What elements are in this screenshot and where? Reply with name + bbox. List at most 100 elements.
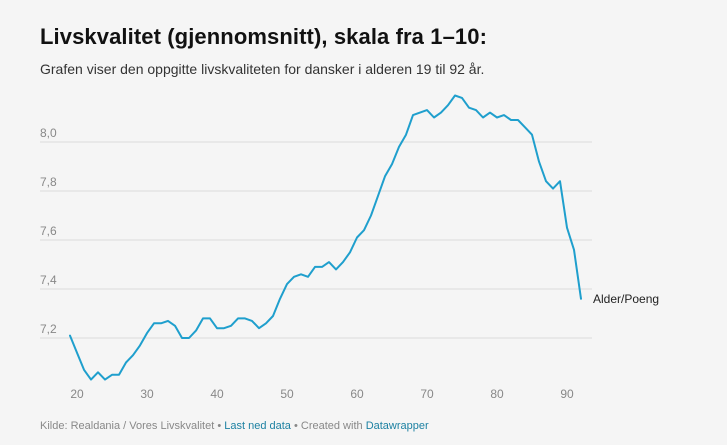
- series-group: Alder/Poeng: [68, 94, 659, 382]
- data-point: [579, 297, 583, 301]
- data-point: [355, 236, 359, 240]
- data-point: [145, 331, 149, 335]
- data-point: [369, 214, 373, 218]
- created-with-text: • Created with: [290, 420, 366, 432]
- data-point: [278, 297, 282, 301]
- x-tick-label: 90: [560, 387, 574, 401]
- data-point: [551, 187, 555, 191]
- data-point: [96, 370, 100, 374]
- datawrapper-link[interactable]: Datawrapper: [365, 420, 429, 432]
- data-point: [404, 133, 408, 137]
- data-point: [481, 116, 485, 120]
- data-point: [138, 343, 142, 347]
- gridlines: [40, 141, 592, 339]
- y-axis-ticks: 7,2 7,4 7,6 7,8 8,0: [40, 126, 57, 336]
- data-point: [516, 118, 520, 122]
- footer-separator: •: [214, 420, 225, 432]
- data-point: [411, 113, 415, 117]
- data-point: [159, 321, 163, 325]
- data-point: [327, 260, 331, 264]
- x-tick-label: 60: [350, 387, 364, 401]
- x-tick-label: 50: [280, 387, 294, 401]
- data-point: [474, 108, 478, 112]
- x-tick-label: 30: [140, 387, 154, 401]
- data-point: [110, 373, 114, 377]
- data-point: [299, 272, 303, 276]
- data-point: [495, 116, 499, 120]
- data-point: [103, 378, 107, 382]
- download-data-link[interactable]: Last ned data: [224, 420, 291, 432]
- data-point: [341, 260, 345, 264]
- data-point: [194, 329, 198, 333]
- data-point: [313, 265, 317, 269]
- data-point: [166, 319, 170, 323]
- data-point: [180, 336, 184, 340]
- data-point: [215, 326, 219, 330]
- series-label: Alder/Poeng: [593, 292, 659, 306]
- data-point: [439, 111, 443, 115]
- data-point: [306, 275, 310, 279]
- data-point: [397, 145, 401, 149]
- data-point: [537, 160, 541, 164]
- data-point: [362, 228, 366, 232]
- chart-title: Livskvalitet (gjennomsnitt), skala fra 1…: [40, 24, 487, 49]
- data-point: [173, 324, 177, 328]
- data-point: [334, 267, 338, 271]
- data-point: [124, 361, 128, 365]
- data-point: [348, 250, 352, 254]
- data-point: [558, 179, 562, 183]
- data-point: [572, 248, 576, 252]
- data-point: [432, 116, 436, 120]
- chart-footer: Kilde: Realdania / Vores Livskvalitet • …: [40, 420, 429, 432]
- data-point: [208, 316, 212, 320]
- y-tick-label: 7,6: [40, 224, 57, 238]
- data-point: [222, 326, 226, 330]
- source-text: Kilde: Realdania / Vores Livskvalitet: [40, 420, 215, 432]
- data-point: [502, 113, 506, 117]
- data-point: [201, 316, 205, 320]
- data-point: [509, 118, 513, 122]
- series-line: [69, 94, 582, 381]
- data-point: [446, 103, 450, 107]
- data-point: [418, 111, 422, 115]
- data-point: [544, 179, 548, 183]
- data-point: [257, 326, 261, 330]
- data-point: [530, 133, 534, 137]
- data-point: [68, 334, 72, 338]
- x-tick-label: 80: [490, 387, 504, 401]
- data-point: [565, 226, 569, 230]
- data-point: [285, 282, 289, 286]
- data-point: [264, 321, 268, 325]
- data-point: [488, 111, 492, 115]
- data-point: [292, 275, 296, 279]
- data-point: [467, 106, 471, 110]
- y-tick-label: 7,8: [40, 175, 57, 189]
- y-tick-label: 7,4: [40, 273, 57, 287]
- data-point: [453, 94, 457, 98]
- data-point: [82, 368, 86, 372]
- data-point: [243, 316, 247, 320]
- x-tick-label: 20: [70, 387, 84, 401]
- data-point: [236, 316, 240, 320]
- data-point: [425, 108, 429, 112]
- data-point: [131, 353, 135, 357]
- data-point: [383, 174, 387, 178]
- data-point: [271, 314, 275, 318]
- data-point: [523, 125, 527, 129]
- data-point: [460, 96, 464, 100]
- data-point: [229, 324, 233, 328]
- data-point: [152, 321, 156, 325]
- y-tick-label: 8,0: [40, 126, 57, 140]
- data-point: [390, 162, 394, 166]
- y-tick-label: 7,2: [40, 322, 57, 336]
- data-point: [376, 194, 380, 198]
- data-point: [187, 336, 191, 340]
- data-point: [89, 378, 93, 382]
- data-point: [117, 373, 121, 377]
- data-point: [75, 351, 79, 355]
- data-point: [320, 265, 324, 269]
- data-point: [250, 319, 254, 323]
- x-tick-label: 40: [210, 387, 224, 401]
- chart-subtitle: Grafen viser den oppgitte livskvaliteten…: [40, 61, 485, 77]
